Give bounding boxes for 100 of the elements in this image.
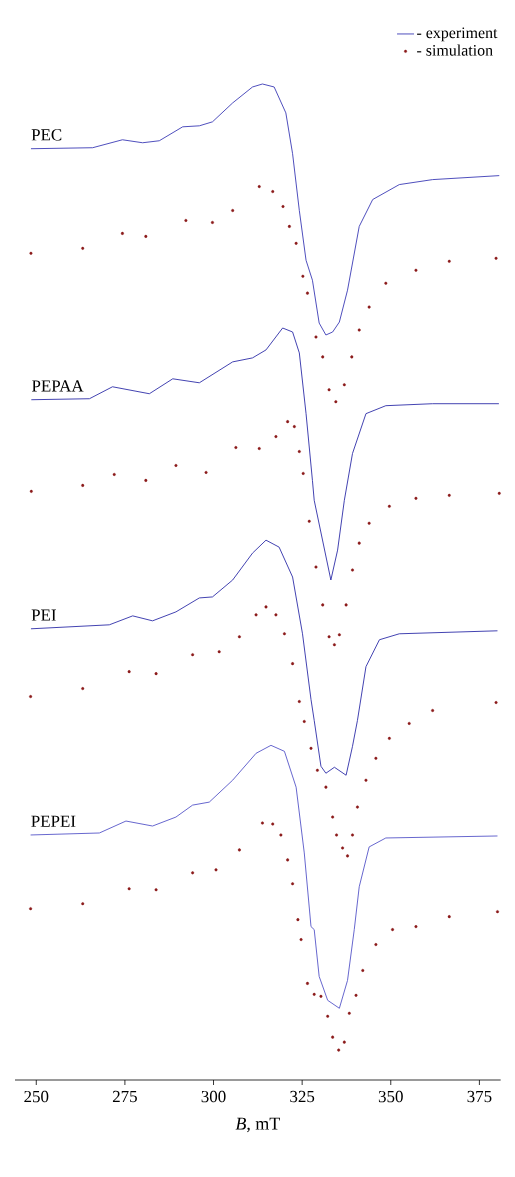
point: [319, 994, 323, 998]
point: [81, 687, 85, 691]
point: [144, 478, 148, 482]
point: [350, 568, 354, 572]
point: [327, 635, 331, 639]
point: [307, 519, 311, 523]
point: [314, 565, 318, 569]
point: [305, 981, 309, 985]
point: [414, 496, 418, 500]
point: [144, 234, 148, 238]
annotation: PEPAA: [31, 380, 84, 392]
point: [364, 778, 368, 782]
point: [305, 291, 309, 295]
point: [355, 805, 359, 809]
point: [296, 918, 300, 922]
point: [332, 643, 336, 647]
point: [321, 603, 325, 607]
point: [447, 915, 451, 919]
point: [309, 746, 313, 750]
point: [29, 489, 33, 493]
point: [282, 632, 286, 636]
point: [191, 653, 195, 657]
point: [350, 355, 354, 359]
x-tick-label: 375: [467, 1090, 492, 1103]
point: [312, 992, 316, 996]
point: [374, 756, 378, 760]
point: [302, 719, 306, 723]
point: [254, 613, 258, 617]
legend-label: - simulation: [417, 44, 493, 56]
point: [271, 190, 275, 194]
annotation: PEC: [31, 129, 62, 141]
point: [335, 833, 339, 837]
point: [337, 1048, 341, 1052]
point: [321, 355, 325, 359]
point: [334, 400, 338, 404]
point: [354, 993, 358, 997]
point: [154, 888, 158, 892]
point: [264, 605, 268, 609]
point: [374, 943, 378, 947]
point: [217, 650, 221, 654]
point: [174, 463, 178, 467]
point: [431, 708, 435, 712]
point: [414, 268, 418, 272]
point: [299, 938, 303, 942]
point: [210, 220, 214, 224]
point: [384, 281, 388, 285]
point: [286, 420, 290, 424]
point: [344, 603, 348, 607]
point: [191, 871, 195, 875]
point: [407, 721, 411, 725]
point: [497, 491, 501, 495]
point: [184, 218, 188, 222]
point: [324, 785, 328, 789]
x-tick-label: 350: [378, 1090, 403, 1103]
point: [314, 335, 318, 339]
point: [494, 701, 498, 705]
point: [297, 700, 301, 704]
annotation: PEPEI: [31, 815, 76, 827]
point: [287, 224, 291, 228]
point: [112, 472, 116, 476]
point: [29, 251, 33, 255]
point: [301, 274, 305, 278]
point: [271, 822, 275, 826]
point: [120, 231, 124, 235]
point: [279, 833, 283, 837]
point: [297, 450, 301, 454]
point: [387, 736, 391, 740]
point: [260, 821, 264, 825]
point: [494, 256, 498, 260]
point: [391, 928, 395, 932]
point: [127, 887, 131, 891]
point: [29, 907, 33, 911]
point: [341, 846, 345, 850]
x-axis-title: B, mT: [235, 1117, 280, 1133]
point: [326, 1014, 330, 1018]
x-tick-label: 300: [201, 1090, 226, 1103]
point: [274, 435, 278, 439]
point: [81, 483, 85, 487]
point: [387, 504, 391, 508]
point: [291, 662, 295, 666]
point: [234, 446, 238, 450]
point: [337, 633, 341, 637]
point: [291, 882, 295, 886]
point: [81, 246, 85, 250]
x-tick-label: 275: [112, 1090, 137, 1103]
point: [495, 910, 499, 914]
point: [292, 425, 296, 429]
point: [361, 968, 365, 972]
point: [154, 672, 158, 676]
point: [367, 521, 371, 525]
point: [237, 848, 241, 852]
point: [81, 902, 85, 906]
point: [331, 815, 335, 819]
point: [346, 854, 350, 858]
point: [214, 868, 218, 872]
point: [327, 388, 331, 392]
point: [331, 1035, 335, 1039]
x-tick-label: 325: [290, 1090, 315, 1103]
legend-label: - experiment: [417, 27, 498, 42]
point: [274, 613, 278, 617]
